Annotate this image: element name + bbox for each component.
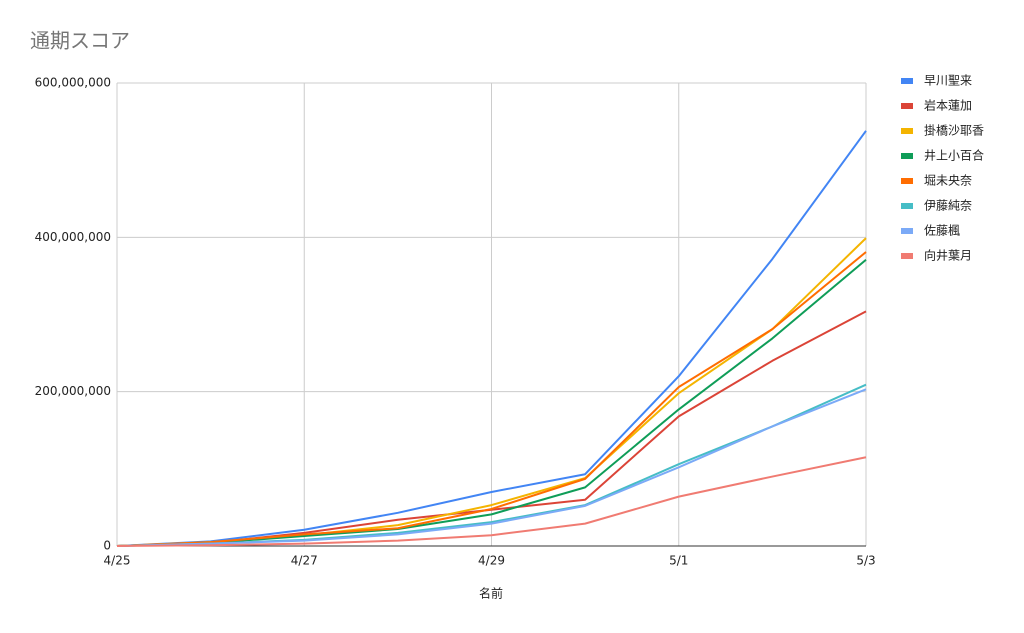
x-tick-label: 5/3 bbox=[856, 554, 875, 568]
chart-title: 通期スコア bbox=[30, 29, 130, 53]
legend-label: 岩本蓮加 bbox=[924, 98, 972, 113]
y-tick-label: 200,000,000 bbox=[35, 384, 111, 398]
legend-marker bbox=[901, 128, 913, 134]
x-tick-label: 4/27 bbox=[291, 554, 318, 568]
y-tick-label: 400,000,000 bbox=[35, 230, 111, 244]
y-tick-label: 600,000,000 bbox=[35, 76, 111, 90]
y-tick-label: 0 bbox=[103, 539, 111, 553]
series-line bbox=[116, 456, 867, 547]
legend-label: 井上小百合 bbox=[924, 148, 984, 163]
x-tick-label: 5/1 bbox=[669, 554, 688, 568]
legend-marker bbox=[901, 228, 913, 234]
series-line bbox=[116, 388, 867, 547]
legend-label: 佐藤楓 bbox=[924, 223, 960, 238]
legend-label: 向井葉月 bbox=[924, 248, 972, 263]
legend-marker bbox=[901, 103, 913, 109]
legend-marker bbox=[901, 78, 913, 84]
legend-marker bbox=[901, 178, 913, 184]
x-axis-label: 名前 bbox=[479, 586, 503, 601]
legend-label: 堀未央奈 bbox=[924, 173, 972, 188]
legend-label: 伊藤純奈 bbox=[924, 199, 972, 213]
legend-marker bbox=[901, 153, 913, 159]
legend-marker bbox=[901, 253, 913, 259]
legend-label: 掛橋沙耶香 bbox=[924, 123, 984, 138]
series-line bbox=[116, 251, 867, 547]
series-line bbox=[116, 130, 867, 547]
legend-marker bbox=[901, 203, 913, 209]
x-tick-label: 4/29 bbox=[478, 554, 505, 568]
series-line bbox=[116, 258, 867, 547]
x-tick-label: 4/25 bbox=[104, 554, 131, 568]
legend-label: 早川聖来 bbox=[924, 74, 972, 88]
